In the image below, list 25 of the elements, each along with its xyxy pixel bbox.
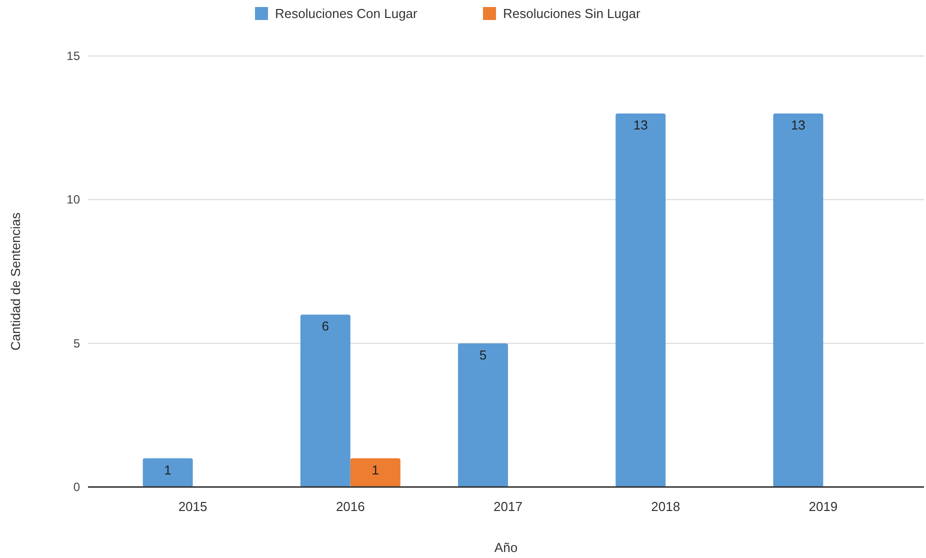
data-label: 13 — [790, 117, 806, 132]
data-label: 5 — [479, 347, 487, 362]
y-tick-label: 0 — [73, 480, 80, 494]
y-tick-label: 5 — [73, 336, 80, 350]
y-tick-label: 10 — [66, 192, 80, 207]
data-label: 1 — [164, 462, 172, 478]
y-tick-label: 15 — [66, 49, 80, 63]
x-tick-label: 2019 — [808, 499, 838, 514]
x-tick-label: 2016 — [336, 499, 365, 514]
x-axis-title: Año — [494, 540, 518, 555]
y-axis-title: Cantidad de Sentencias — [8, 212, 23, 351]
bar — [773, 113, 824, 487]
bar — [458, 343, 508, 487]
legend-label: Resoluciones Con Lugar — [275, 6, 418, 21]
legend-label: Resoluciones Sin Lugar — [503, 6, 641, 21]
bar — [616, 113, 666, 487]
x-tick-label: 2015 — [178, 499, 208, 514]
bar — [142, 458, 193, 487]
data-label: 6 — [322, 318, 330, 334]
data-label: 1 — [372, 462, 380, 478]
bar — [300, 314, 350, 487]
data-label: 13 — [633, 117, 648, 132]
x-tick-label: 2017 — [494, 499, 522, 514]
bar — [350, 458, 400, 487]
x-tick-label: 2018 — [651, 499, 680, 514]
